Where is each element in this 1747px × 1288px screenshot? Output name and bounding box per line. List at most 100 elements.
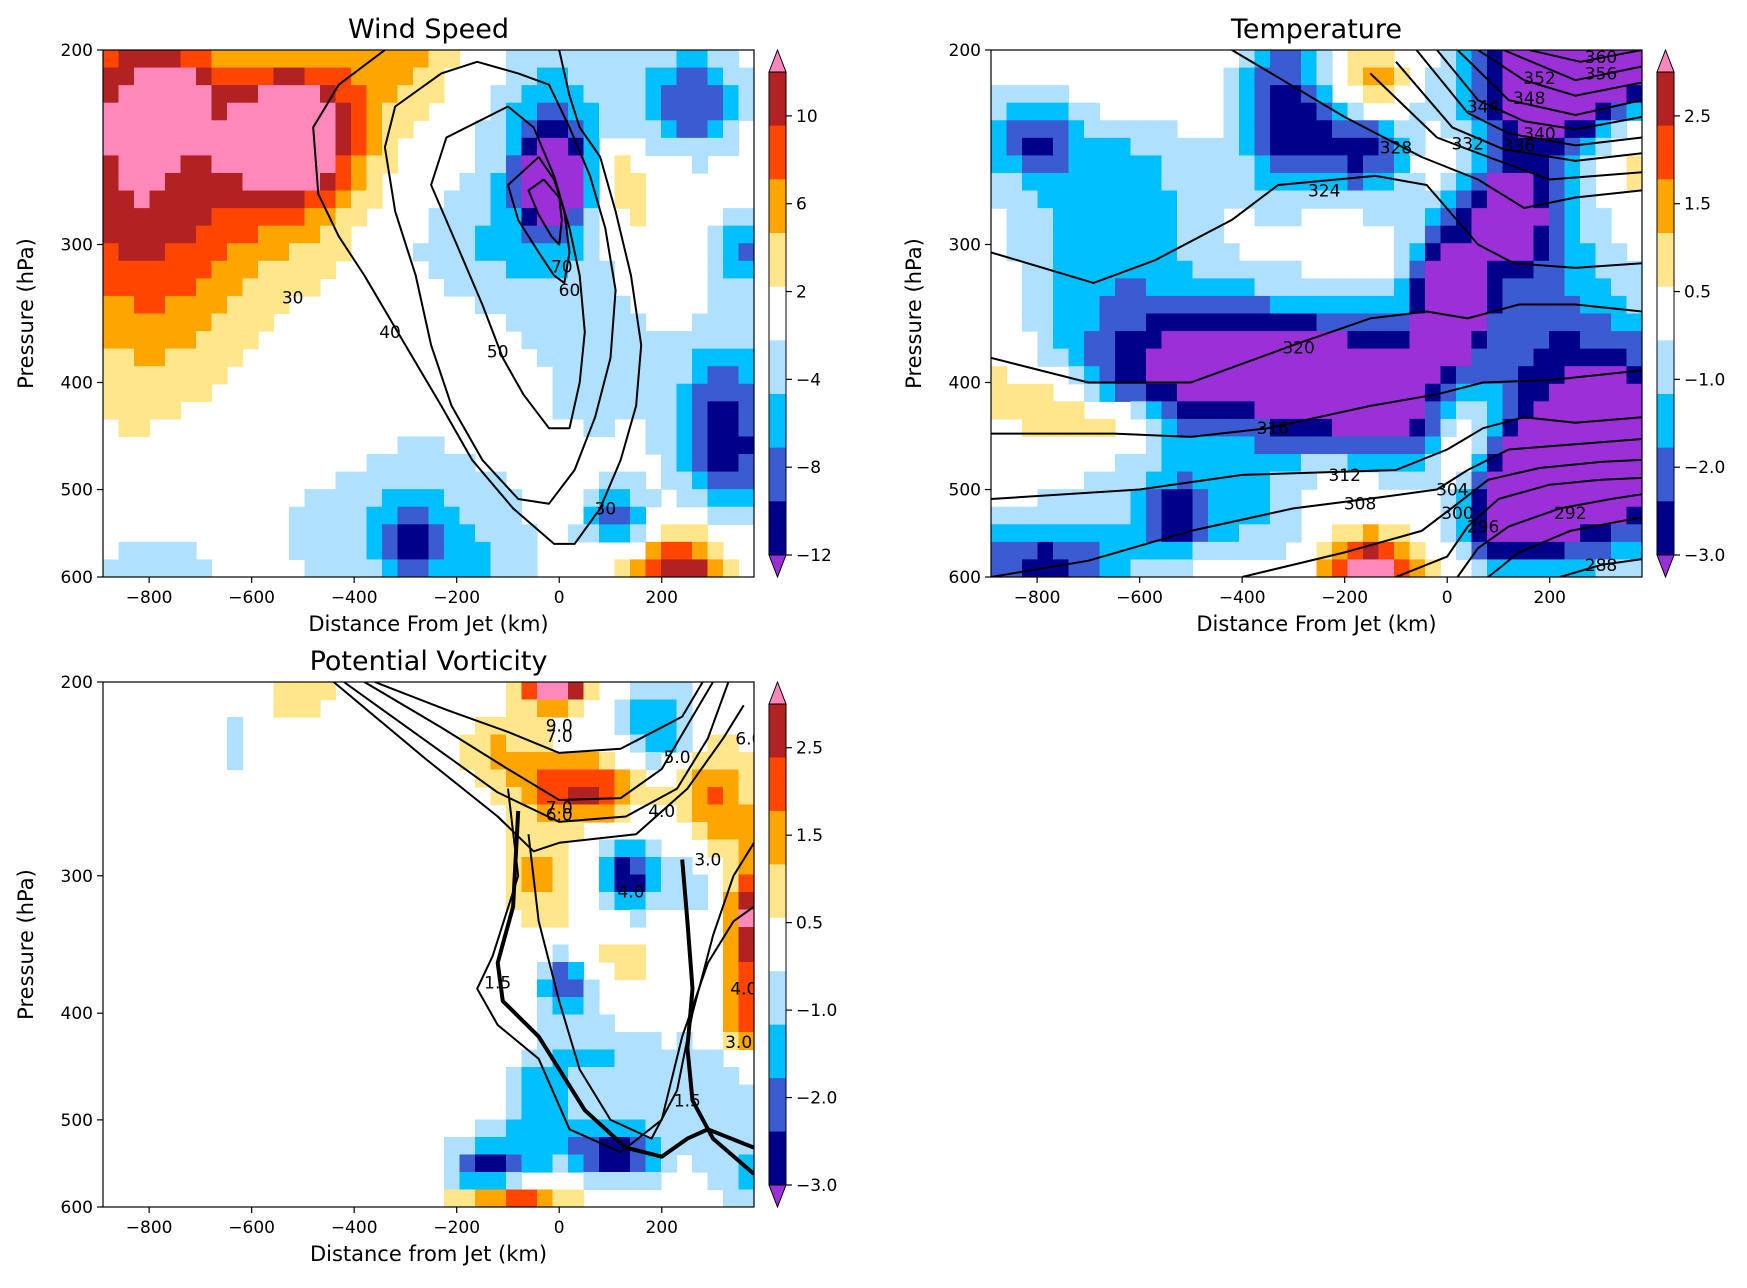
shading-cell — [490, 190, 507, 209]
shading-cell — [521, 822, 538, 841]
shading-cell — [165, 260, 182, 279]
shading-cell — [1440, 67, 1457, 86]
contour-label: 340 — [1523, 124, 1555, 144]
shading-cell — [1301, 102, 1318, 121]
shading-cell — [1595, 541, 1612, 561]
shading-cell — [738, 857, 754, 876]
shading-cell — [1611, 418, 1628, 438]
shading-cell — [1223, 418, 1240, 438]
shading-cell — [118, 559, 135, 577]
shading-cell — [630, 857, 647, 876]
shading-cell — [165, 401, 182, 420]
shading-cell — [1115, 524, 1132, 543]
shading-cell — [1564, 366, 1581, 385]
shading-cell — [552, 85, 569, 104]
shading-cell — [242, 313, 259, 332]
shading-cell — [475, 225, 492, 244]
shading-cell — [1099, 120, 1116, 139]
shading-cell — [1130, 454, 1147, 473]
shading-cell — [583, 1049, 600, 1068]
shading-cell — [1440, 102, 1457, 121]
shading-cell — [630, 1067, 647, 1086]
shading-cell — [258, 243, 275, 262]
shading-cell — [1270, 436, 1287, 455]
colorbar-bin — [1657, 447, 1674, 502]
shading-cell — [1425, 331, 1442, 350]
shading-cell — [645, 1049, 662, 1068]
shading-cell — [506, 1154, 523, 1173]
shading-cell — [723, 137, 740, 156]
shading-cell — [599, 120, 616, 139]
shading-cell — [1626, 401, 1642, 420]
shading-cell — [537, 190, 554, 209]
shading-cell — [1006, 120, 1023, 139]
shading-cell — [1564, 541, 1581, 561]
shading-cell — [583, 348, 600, 367]
shading-cell — [1084, 541, 1101, 561]
shading-cell — [630, 524, 647, 543]
shading-cell — [738, 1084, 754, 1103]
shading-cell — [304, 699, 321, 718]
shading-cell — [289, 137, 306, 156]
shading-cell — [1022, 524, 1039, 543]
shading-cell — [1006, 102, 1023, 121]
shading-cell — [273, 295, 290, 315]
shading-cell — [568, 313, 585, 332]
shading-cell — [413, 524, 430, 543]
shading-cell — [1161, 260, 1178, 279]
shading-cell — [630, 559, 647, 577]
shading-cell — [991, 524, 1008, 543]
shading-cell — [1084, 313, 1101, 332]
shading-cell — [475, 243, 492, 262]
shading-cell — [583, 383, 600, 402]
shading-cell — [1456, 260, 1473, 279]
shading-cell — [1084, 559, 1101, 577]
shading-cell — [707, 383, 724, 402]
shading-cell — [1161, 295, 1178, 315]
shading-cell — [723, 383, 740, 402]
shading-cell — [738, 366, 754, 385]
potential-vorticity-panel: 9.07.07.06.05.04.06.03.04.01.54.03.01.5−… — [14, 646, 837, 1266]
shading-cell — [1270, 489, 1287, 508]
shading-cell — [1037, 172, 1054, 192]
shading-cell — [1208, 331, 1225, 350]
shading-cell — [1533, 260, 1550, 279]
shading-cell — [1146, 559, 1163, 577]
shading-cell — [1363, 85, 1380, 104]
shading-cell — [1130, 137, 1147, 156]
shading-cell — [289, 155, 306, 174]
shading-cell — [692, 524, 709, 543]
shading-cell — [1425, 208, 1442, 227]
shading-cell — [1022, 190, 1039, 209]
shading-cell — [1130, 155, 1147, 174]
colorbar-bin — [769, 179, 786, 234]
shading-cell — [459, 225, 476, 244]
shading-cell — [506, 1137, 523, 1156]
shading-cell — [661, 102, 678, 121]
shading-cell — [1378, 559, 1395, 577]
shading-cell — [1502, 260, 1519, 279]
shading-cell — [1440, 225, 1457, 244]
shading-cell — [1549, 559, 1566, 577]
shading-cell — [692, 85, 709, 104]
shading-cell — [149, 278, 166, 297]
shading-cell — [1533, 366, 1550, 385]
shading-cell — [1006, 401, 1023, 420]
shading-cell — [211, 278, 228, 297]
shading-cell — [320, 524, 337, 543]
shading-cell — [1161, 155, 1178, 174]
shading-cell — [134, 313, 151, 332]
shading-cell — [661, 1119, 678, 1138]
shading-cell — [1425, 295, 1442, 315]
shading-cell — [1115, 471, 1132, 490]
shading-cell — [723, 278, 740, 297]
shading-cell — [1611, 541, 1628, 561]
shading-cell — [1022, 295, 1039, 315]
shading-cell — [1161, 489, 1178, 508]
shading-cell — [134, 190, 151, 209]
shading-cell — [1549, 225, 1566, 244]
shading-cell — [320, 225, 337, 244]
shading-cell — [676, 559, 693, 577]
contour-line — [680, 859, 754, 1176]
shading-cell — [1425, 85, 1442, 104]
